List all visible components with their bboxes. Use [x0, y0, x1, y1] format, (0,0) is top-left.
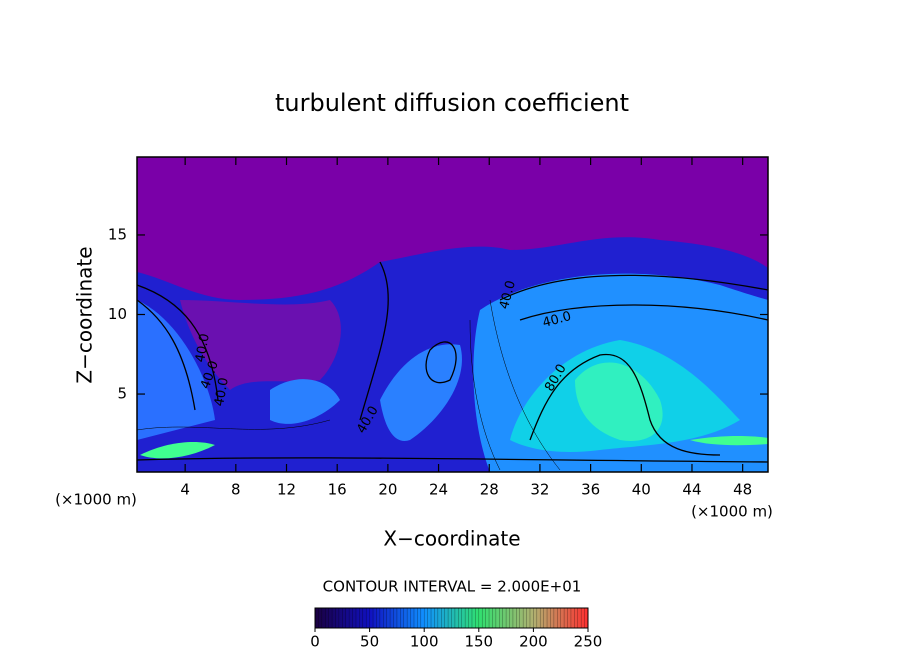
contour-label: 40.0: [497, 279, 519, 311]
field-region: [140, 442, 215, 459]
x-tick-label: 16: [328, 481, 347, 499]
x-tick-label: 40: [632, 481, 651, 499]
y-tick-label: 15: [108, 225, 127, 243]
colorbar-tick-label: 50: [360, 633, 379, 651]
field-region: [575, 362, 663, 441]
colorbar-tick-label: 100: [410, 633, 439, 651]
x-tick-label: 20: [378, 481, 397, 499]
chart-title: turbulent diffusion coefficient: [275, 89, 629, 117]
field-region: [380, 344, 462, 441]
y-axis-label: Z−coordinate: [73, 246, 97, 383]
contour-label: 40.0: [193, 332, 213, 363]
field-region: [270, 379, 340, 424]
x-tick-label: 44: [682, 481, 701, 499]
x-tick-label: 28: [480, 481, 499, 499]
colorbar-tick-label: 200: [519, 633, 548, 651]
colorbar-tick-label: 150: [464, 633, 493, 651]
x-tick-label: 24: [429, 481, 448, 499]
y-tick-label: 10: [108, 305, 127, 323]
x-axis-label: X−coordinate: [383, 527, 520, 551]
field-region: [137, 300, 215, 440]
x-tick-label: 48: [733, 481, 752, 499]
x-unit-label: (×1000 m): [55, 491, 137, 509]
x-tick-label: 12: [277, 481, 296, 499]
x-unit-label: (×1000 m): [691, 503, 773, 521]
contour-label: 40.0: [212, 376, 232, 407]
field-region: [180, 300, 341, 390]
field: [137, 157, 768, 472]
x-tick-label: 36: [581, 481, 600, 499]
contour-label: 40.0: [541, 309, 573, 331]
x-tick-label: 8: [231, 481, 241, 499]
colorbar-tick-label: 250: [574, 633, 603, 651]
y-tick-label: 5: [117, 385, 127, 403]
contour-interval: CONTOUR INTERVAL = 2.000E+01: [323, 578, 582, 596]
field-region: [690, 435, 768, 446]
contour-lines: [137, 261, 768, 463]
contour-lines: [137, 299, 561, 471]
x-tick-label: 32: [530, 481, 549, 499]
colorbar-tick-label: 0: [310, 633, 320, 651]
x-tick-label: 4: [180, 481, 190, 499]
